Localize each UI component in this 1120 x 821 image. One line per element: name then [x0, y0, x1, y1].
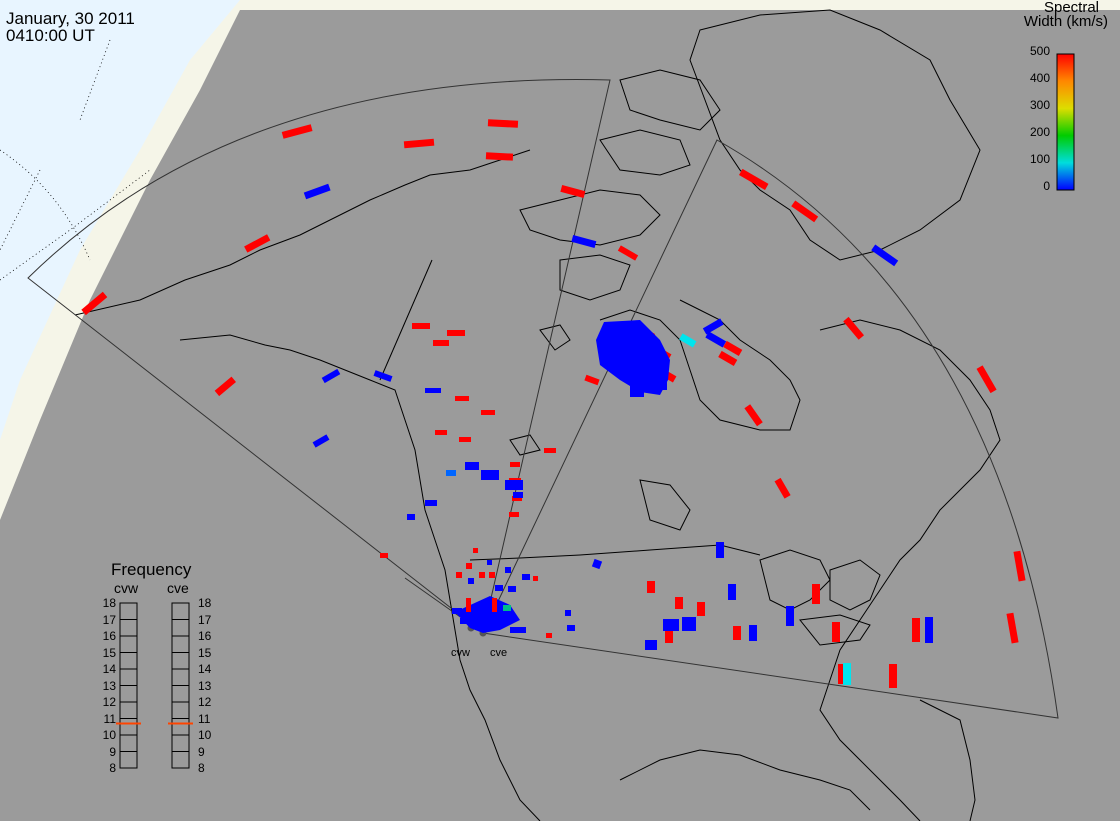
- freq-scale-label: 9: [198, 744, 205, 759]
- colorbar-tick: 300: [1029, 98, 1050, 112]
- colorbar-tick: 500: [1029, 44, 1050, 58]
- radar-label-cve: cve: [490, 647, 508, 659]
- daylight-ocean: [0, 0, 240, 440]
- frequency-bars: [116, 602, 193, 769]
- freq-scale-label: 14: [198, 662, 212, 676]
- freq-col-cve: cve: [167, 580, 189, 596]
- freq-scale-label: 13: [102, 678, 116, 693]
- freq-scale-label: 17: [102, 612, 116, 627]
- freq-scale-label: 16: [198, 629, 212, 643]
- date-label: January, 30 2011: [6, 9, 135, 28]
- borders: [379, 259, 761, 561]
- freq-scale-label: 12: [198, 695, 212, 709]
- freq-scale-label: 14: [102, 662, 116, 676]
- freq-scale-label: 11: [103, 711, 116, 726]
- freq-scale-label: 10: [198, 728, 212, 742]
- scatter-cells: [81, 119, 1026, 688]
- grid-lines: [0, 39, 151, 281]
- colorbar-tick: 200: [1029, 125, 1050, 139]
- freq-scale-label: 15: [102, 645, 116, 660]
- freq-scale-label: 9: [109, 744, 116, 759]
- time-label: 0410:00 UT: [6, 26, 95, 45]
- freq-scale-label: 11: [198, 711, 211, 726]
- night-shading: [0, 10, 1120, 821]
- freq-scale-label: 17: [198, 612, 212, 627]
- freq-scale-label: 8: [198, 761, 205, 775]
- freq-scale-label: 15: [198, 645, 212, 660]
- colorbar-title-1: Spectral: [1043, 0, 1099, 16]
- freq-scale-label: 16: [102, 629, 116, 643]
- freq-scale-label: 18: [102, 596, 116, 610]
- freq-scale-label: 13: [198, 678, 212, 693]
- colorbar-tick: 100: [1029, 152, 1050, 166]
- colorbar-gradient: [1056, 53, 1075, 191]
- colorbar-tick: 400: [1029, 71, 1050, 85]
- freq-scale-label: 18: [198, 596, 212, 610]
- radar-label-cvw: cvw: [451, 647, 470, 659]
- colorbar-title-2: Width (km/s): [1023, 13, 1108, 30]
- freq-scale-label: 12: [102, 695, 116, 709]
- freq-scale-label: 10: [102, 728, 116, 742]
- freq-col-cvw: cvw: [114, 580, 139, 596]
- frequency-title: Frequency: [111, 560, 192, 579]
- freq-scale-label: 8: [109, 761, 116, 775]
- colorbar-tick: 0: [1043, 179, 1050, 193]
